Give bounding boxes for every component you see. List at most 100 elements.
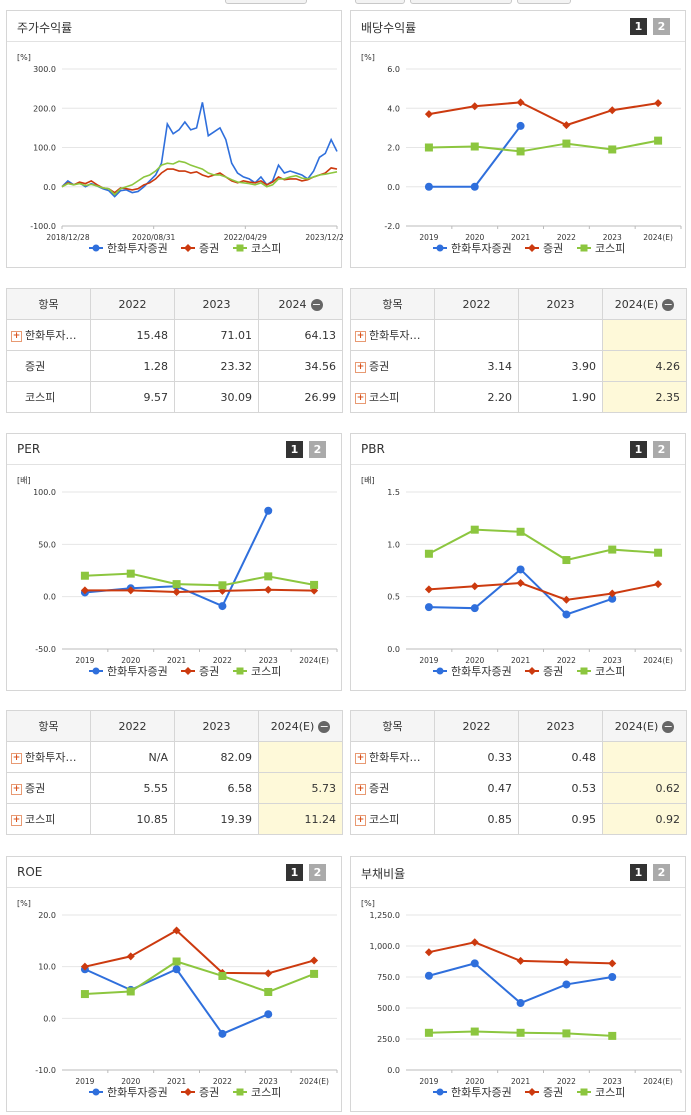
unit-label: [%] <box>361 899 375 908</box>
data-point <box>424 948 433 957</box>
data-point <box>218 602 227 611</box>
toolbar-button[interactable] <box>410 0 512 4</box>
view-1-button[interactable]: 1 <box>630 18 647 35</box>
series-line <box>84 588 315 593</box>
legend-marker <box>436 244 444 252</box>
table-header: 2023 <box>518 288 603 320</box>
data-point <box>608 973 617 981</box>
header-label: 2022 <box>118 297 147 311</box>
data-point <box>218 1029 227 1038</box>
data-point <box>470 182 479 191</box>
table-cell: 3.14 <box>434 350 519 382</box>
data-point <box>608 106 617 115</box>
x-tick-label: 2024(E) <box>643 233 673 242</box>
x-tick-label: 2023 <box>259 656 278 665</box>
expand-icon[interactable]: + <box>355 392 366 404</box>
expand-icon[interactable]: + <box>355 814 366 826</box>
x-tick-label: 2018/12/28 <box>46 233 89 242</box>
table-header: 2023 <box>518 710 603 742</box>
table-cell: 2.35 <box>602 381 687 413</box>
x-tick-label: 2021 <box>511 656 530 665</box>
collapse-icon[interactable]: − <box>662 297 675 311</box>
legend-marker <box>92 1088 100 1096</box>
view-1-button[interactable]: 1 <box>630 441 647 458</box>
x-tick-label: 2023 <box>603 233 622 242</box>
toolbar-button[interactable] <box>355 0 405 4</box>
data-point <box>80 571 89 580</box>
row-name: + 증권 <box>350 772 435 804</box>
collapse-icon[interactable]: − <box>310 297 323 311</box>
data-point <box>608 594 617 603</box>
header-label: 2023 <box>202 297 231 311</box>
data-point <box>654 548 663 557</box>
table-cell: 0.33 <box>434 741 519 773</box>
collapse-icon[interactable]: − <box>662 719 675 733</box>
view-1-button[interactable]: 1 <box>630 864 647 881</box>
header-label: 2022 <box>462 719 491 733</box>
series-line <box>61 160 338 196</box>
data-point <box>470 604 479 613</box>
table-cell: 15.48 <box>90 319 175 351</box>
legend-label: 증권 <box>543 665 563 678</box>
view-1-button[interactable]: 1 <box>286 441 303 458</box>
data-point <box>172 587 181 596</box>
legend-label: 코스피 <box>595 242 625 255</box>
data-point <box>80 990 89 999</box>
legend-marker <box>528 244 536 252</box>
table-cell: 1.90 <box>518 381 603 413</box>
expand-icon[interactable]: + <box>11 330 22 342</box>
series-line <box>428 528 659 562</box>
data-point <box>264 506 273 515</box>
series-line <box>428 139 659 153</box>
expand-icon[interactable]: + <box>355 330 366 342</box>
y-tick-label: 2.0 <box>387 144 400 153</box>
data-point <box>608 545 617 554</box>
legend-label: 한화투자증권 <box>451 665 512 678</box>
y-tick-label: 10.0 <box>38 963 56 972</box>
expand-icon[interactable]: + <box>11 752 22 764</box>
data-point <box>516 147 525 156</box>
y-tick-label: 500.0 <box>377 1004 400 1013</box>
x-tick-label: 2019 <box>419 656 438 665</box>
x-tick-label: 2024(E) <box>643 656 673 665</box>
x-tick-label: 2022 <box>213 1077 232 1086</box>
data-point <box>516 565 525 574</box>
series-line <box>84 572 315 587</box>
data-point <box>470 525 479 534</box>
toolbar-button[interactable] <box>225 0 307 4</box>
view-1-button[interactable]: 1 <box>286 864 303 881</box>
legend-marker <box>580 667 588 675</box>
table-row: + 코스피 2.20 1.90 2.35 <box>350 381 687 413</box>
view-2-button[interactable]: 2 <box>309 441 326 458</box>
toolbar-button[interactable] <box>517 0 571 4</box>
row-label: 증권 <box>369 782 390 795</box>
view-2-button[interactable]: 2 <box>653 864 670 881</box>
expand-icon[interactable]: + <box>11 814 22 826</box>
expand-icon[interactable]: + <box>355 361 366 373</box>
table-header: 2022 <box>434 710 519 742</box>
x-tick-label: 2024(E) <box>643 1077 673 1086</box>
view-2-button[interactable]: 2 <box>653 441 670 458</box>
expand-icon[interactable]: + <box>11 783 22 795</box>
y-tick-label: 20.0 <box>38 911 56 920</box>
table-cell: 5.73 <box>258 772 343 804</box>
x-tick-label: 2020 <box>121 1077 140 1086</box>
unit-label: [%] <box>361 53 375 62</box>
table-cell: 0.95 <box>518 803 603 835</box>
legend-label: 증권 <box>543 1086 563 1099</box>
expand-icon[interactable]: + <box>355 783 366 795</box>
table-header: 2023 <box>174 710 259 742</box>
panel-title: PER <box>17 442 41 456</box>
data-point <box>264 987 273 996</box>
view-2-button[interactable]: 2 <box>653 18 670 35</box>
expand-icon[interactable]: + <box>355 752 366 764</box>
table-cell: 30.09 <box>174 381 259 413</box>
collapse-icon[interactable]: − <box>318 719 331 733</box>
view-2-button[interactable]: 2 <box>309 864 326 881</box>
y-tick-label: 0.0 <box>387 1066 400 1075</box>
table-cell: 4.26 <box>602 350 687 382</box>
y-tick-label: -2.0 <box>384 222 400 231</box>
table-cell: 71.01 <box>174 319 259 351</box>
